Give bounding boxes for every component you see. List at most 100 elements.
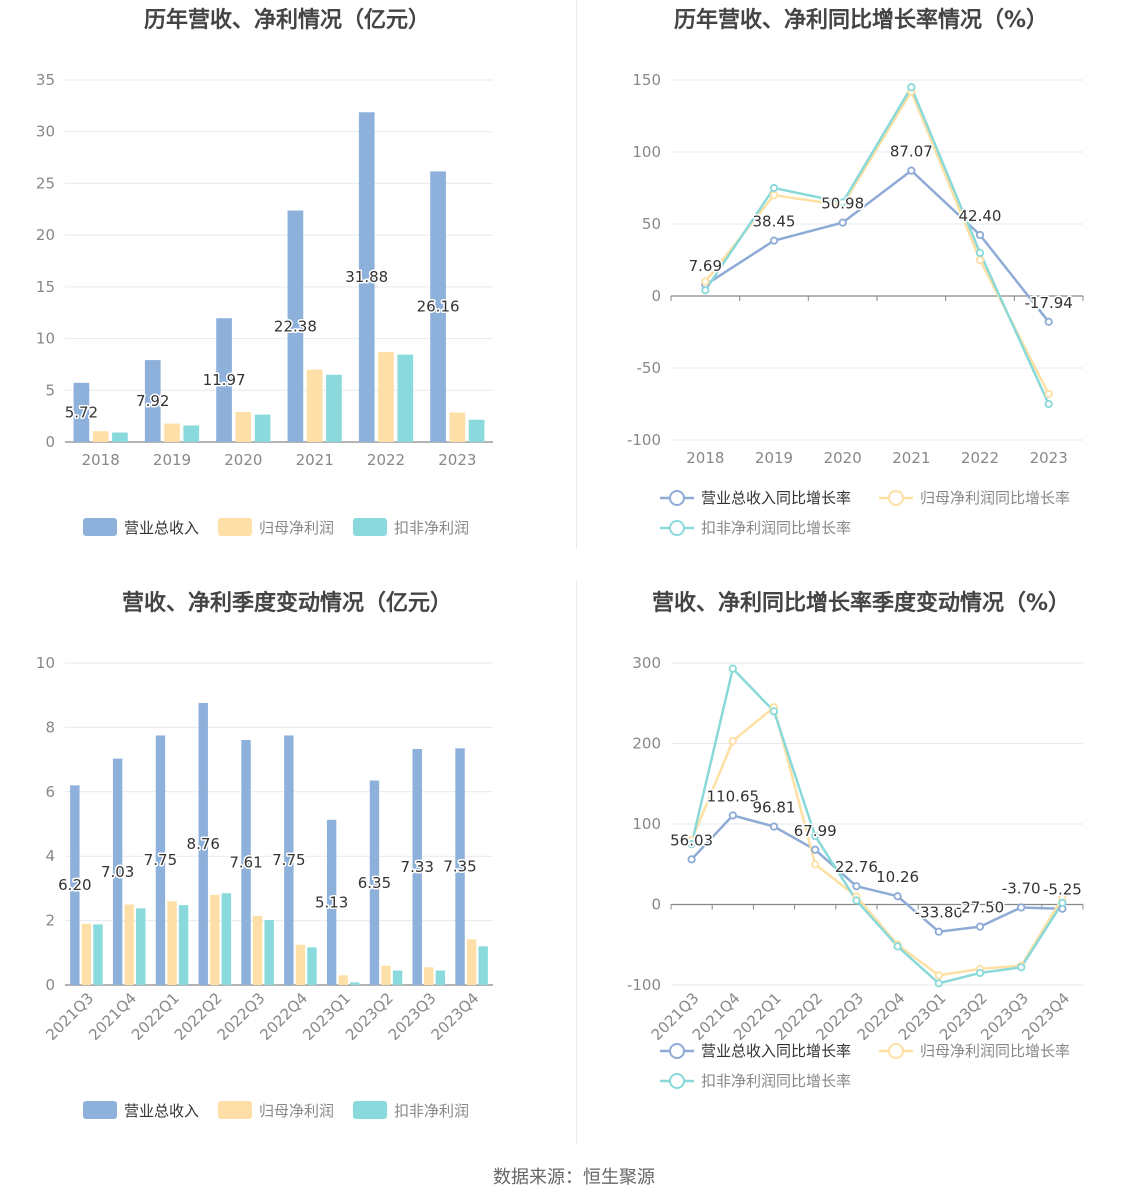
legend-label: 营业总收入	[124, 1102, 199, 1120]
bar-net-profit-deducted	[435, 970, 446, 985]
data-label: -33.80	[915, 904, 963, 922]
series-line-net-profit-deducted	[704, 84, 1050, 405]
data-label: 96.81	[753, 799, 796, 817]
x-tick-label: 2020	[224, 451, 262, 469]
data-point	[975, 255, 985, 265]
data-point	[728, 736, 737, 746]
data-source-footer: 数据来源：恒生聚源	[493, 1167, 655, 1188]
bar-revenue	[412, 748, 422, 985]
data-label: 38.45	[753, 213, 796, 231]
y-tick-label: 4	[45, 847, 55, 865]
x-tick-label: 2023	[438, 451, 476, 469]
bar-revenue	[70, 785, 80, 985]
bar-net-profit-deducted	[307, 947, 317, 985]
data-label: 42.40	[959, 207, 1002, 225]
bar-net-profit-deducted	[112, 432, 128, 442]
data-label: 22.76	[835, 858, 878, 876]
data-point	[687, 855, 696, 864]
data-point	[769, 707, 779, 716]
data-label: 5.72	[65, 403, 98, 421]
legend-label: 归母净利润同比增长率	[920, 489, 1070, 507]
y-tick-label: 0	[45, 976, 55, 994]
bar-net-profit-deducted	[478, 946, 488, 985]
series-line-net-profit	[690, 705, 1064, 977]
data-point	[1017, 963, 1026, 972]
data-label: 10.26	[876, 868, 919, 886]
y-tick-label: 100	[632, 143, 661, 161]
data-label: 67.99	[794, 822, 837, 840]
y-tick-label: 15	[36, 278, 55, 296]
bar-net-profit	[466, 939, 477, 985]
legend-label: 扣非净利润	[394, 1102, 469, 1120]
legend-label: 归母净利润	[259, 519, 334, 537]
annual-growth-chart: -100 -50 0 50 100 150 2018 2019 2020 2021 2022 2023…	[627, 71, 1084, 537]
data-label: 110.65	[707, 787, 760, 805]
data-point	[907, 83, 916, 92]
bar-net-profit	[81, 923, 92, 985]
data-label: 7.33	[401, 858, 434, 876]
data-point	[934, 979, 943, 988]
x-tick-label: 2023	[1030, 449, 1068, 467]
y-tick-label: 35	[36, 71, 55, 89]
legend-swatch	[83, 518, 117, 536]
bar-net-profit	[167, 901, 177, 985]
data-label: 7.61	[229, 853, 262, 871]
data-point	[701, 277, 710, 286]
series-line-net-profit	[704, 88, 1050, 395]
legend-swatch	[218, 1101, 252, 1119]
data-label: 7.75	[144, 851, 177, 869]
bar-net-profit	[338, 975, 348, 985]
bar-net-profit-deducted	[392, 970, 403, 985]
y-tick-label: 300	[632, 654, 661, 672]
bar-net-profit-deducted	[350, 982, 360, 985]
quarterly-amount-chart: 02468102021Q32021Q42022Q12022Q22022Q3202…	[36, 654, 493, 1120]
data-label: 7.35	[443, 858, 476, 876]
data-label: 5.13	[315, 893, 348, 911]
bar-net-profit-deducted	[468, 419, 485, 442]
bar-net-profit-deducted	[183, 425, 200, 442]
legend-label: 营业总收入	[124, 519, 199, 537]
y-tick-label: 0	[651, 287, 661, 305]
legend-swatch	[218, 518, 252, 536]
data-point	[975, 248, 985, 257]
bar-net-profit-deducted	[136, 908, 146, 985]
bar-revenue	[241, 739, 251, 985]
data-point	[975, 968, 985, 978]
bar-revenue	[144, 360, 161, 442]
chart-title: 营收、净利同比增长率季度变动情况（%）	[651, 591, 1071, 616]
data-point	[1017, 903, 1026, 912]
bar-revenue	[73, 382, 90, 442]
data-point	[728, 664, 737, 673]
x-tick-label: 2020	[824, 449, 862, 467]
legend-marker	[669, 490, 685, 506]
bar-net-profit	[449, 412, 466, 442]
y-tick-label: 8	[45, 718, 55, 736]
x-tick-label: 2021	[892, 449, 930, 467]
data-label: 6.35	[358, 874, 391, 892]
chart-title: 历年营收、净利情况（亿元）	[143, 8, 430, 33]
series-line-net-profit-deducted	[690, 666, 1064, 985]
bar-revenue	[455, 748, 465, 985]
bar-revenue	[155, 735, 166, 985]
data-label: 7.03	[101, 863, 134, 881]
y-tick-label: 6	[45, 783, 55, 801]
data-label: 11.97	[203, 371, 246, 389]
data-point	[1058, 898, 1067, 907]
data-label: 26.16	[417, 298, 460, 316]
x-tick-label: 2021	[296, 451, 334, 469]
data-point	[769, 191, 779, 200]
bar-revenue	[287, 210, 304, 442]
y-tick-label: -100	[627, 976, 661, 994]
legend-marker	[888, 490, 904, 506]
data-point	[728, 811, 737, 820]
data-label: -17.94	[1024, 294, 1072, 312]
legend-marker	[669, 520, 685, 536]
data-point	[1044, 389, 1053, 399]
data-point	[769, 822, 779, 831]
x-tick-label: 2022	[367, 451, 405, 469]
bar-revenue	[112, 758, 123, 985]
y-tick-label: 0	[651, 896, 661, 914]
quarterly-growth-chart: -10001002003002021Q32021Q42022Q12022Q220…	[627, 654, 1084, 1090]
bar-net-profit	[381, 965, 391, 985]
annual-amount-chart: 0 5 10 15 20 25 30 35 2018 2019 2020 2021 2022 2023 5.…	[36, 71, 493, 537]
